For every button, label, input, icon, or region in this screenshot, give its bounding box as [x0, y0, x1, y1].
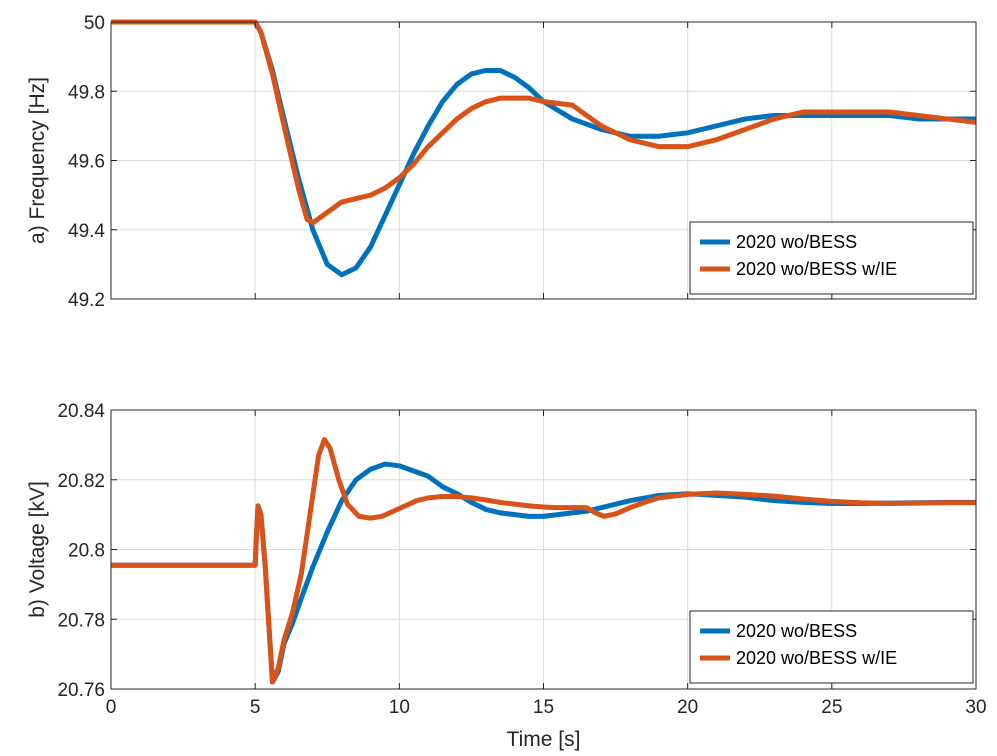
legend-box	[689, 221, 974, 295]
legend-entry: 2020 wo/BESS	[736, 621, 857, 641]
legend-entry: 2020 wo/BESS	[736, 232, 857, 252]
y-tick-label: 49.2	[68, 290, 105, 311]
y-tick-label: 20.84	[57, 401, 105, 422]
y-tick-label: 49.8	[68, 82, 105, 103]
y-tick-label: 50	[84, 13, 105, 34]
x-tick-label: 25	[821, 697, 842, 718]
x-tick-label: 15	[533, 697, 554, 718]
y-axis-label: a) Frequency [Hz]	[26, 77, 49, 244]
frequency-panel: 49.2 49.4 49.6 49.8 50 a) Frequency [Hz] 2020 …	[26, 13, 977, 311]
y-tick-label: 20.8	[68, 541, 105, 562]
legend: 2020 wo/BESS 2020 wo/BESS w/IE	[689, 610, 974, 684]
y-tick-label: 20.78	[57, 610, 105, 631]
x-tick-label: 30	[965, 697, 986, 718]
x-axis-label: Time [s]	[507, 728, 581, 751]
y-tick-label: 49.6	[68, 152, 105, 173]
series-line-wo-bess-w-ie	[111, 437, 976, 685]
legend-box	[689, 610, 974, 684]
y-tick-label: 20.82	[57, 471, 105, 492]
y-tick-label: 49.4	[68, 221, 105, 242]
series-line-wo-bess-w-ie	[111, 19, 976, 226]
y-axis-label: b) Voltage [kV]	[26, 481, 49, 618]
x-tick-label: 10	[389, 697, 410, 718]
legend-entry: 2020 wo/BESS w/IE	[736, 648, 897, 668]
legend-entry: 2020 wo/BESS w/IE	[736, 259, 897, 279]
legend: 2020 wo/BESS 2020 wo/BESS w/IE	[689, 221, 974, 295]
voltage-panel: 20.76 20.78 20.8 20.82 20.84 0 5 10 15 20 25 30 b) V…	[26, 401, 987, 751]
x-tick-label: 0	[106, 697, 117, 718]
y-tick-label: 20.76	[57, 680, 105, 701]
x-tick-label: 5	[250, 697, 261, 718]
x-tick-label: 20	[677, 697, 698, 718]
